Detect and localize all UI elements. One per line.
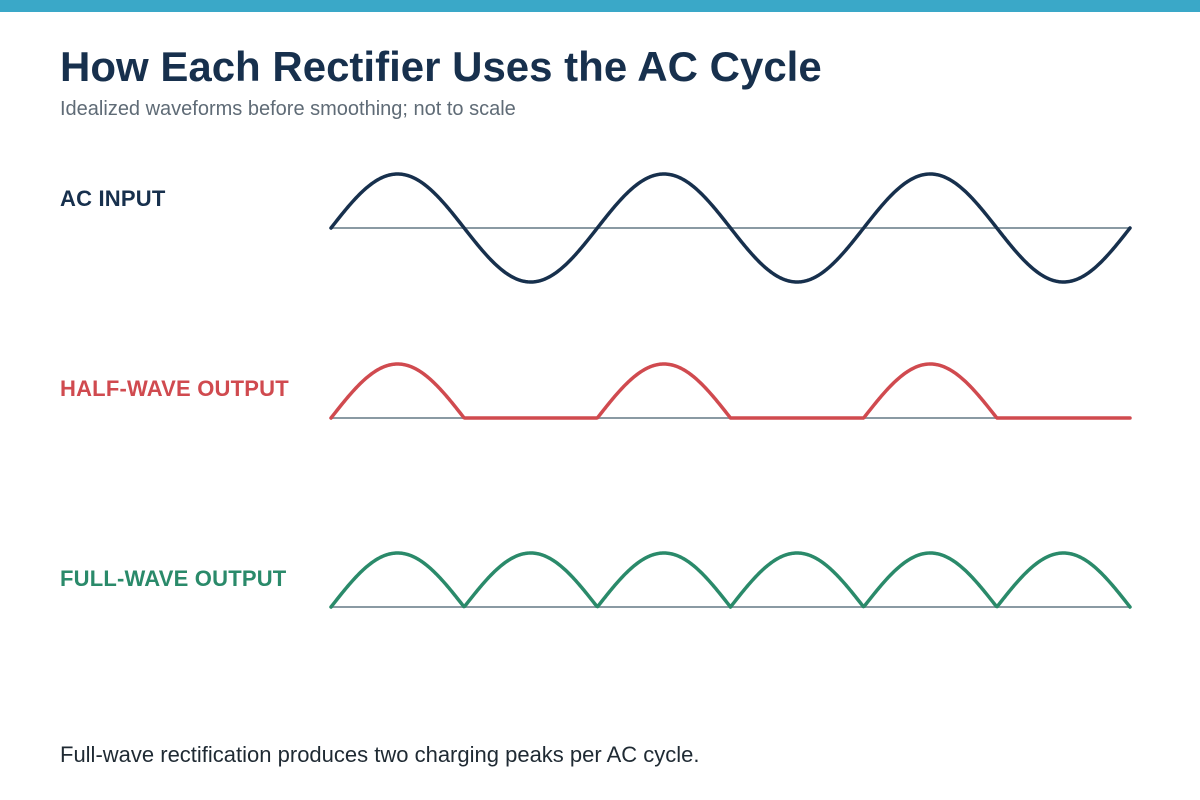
full-wave-waveform (329, 551, 1132, 609)
half-wave-output-label: HALF-WAVE OUTPUT (60, 376, 289, 401)
half-wave-waveform (329, 362, 1132, 420)
ac-input-label: AC INPUT (60, 186, 166, 211)
full-wave-output-label: FULL-WAVE OUTPUT (60, 566, 287, 591)
page-title: How Each Rectifier Uses the AC Cycle (60, 43, 822, 90)
top-accent-bar (0, 0, 1200, 12)
ac-input-waveform (329, 172, 1132, 284)
page-subtitle: Idealized waveforms before smoothing; no… (60, 98, 516, 120)
footer-note: Full-wave rectification produces two cha… (60, 742, 700, 767)
